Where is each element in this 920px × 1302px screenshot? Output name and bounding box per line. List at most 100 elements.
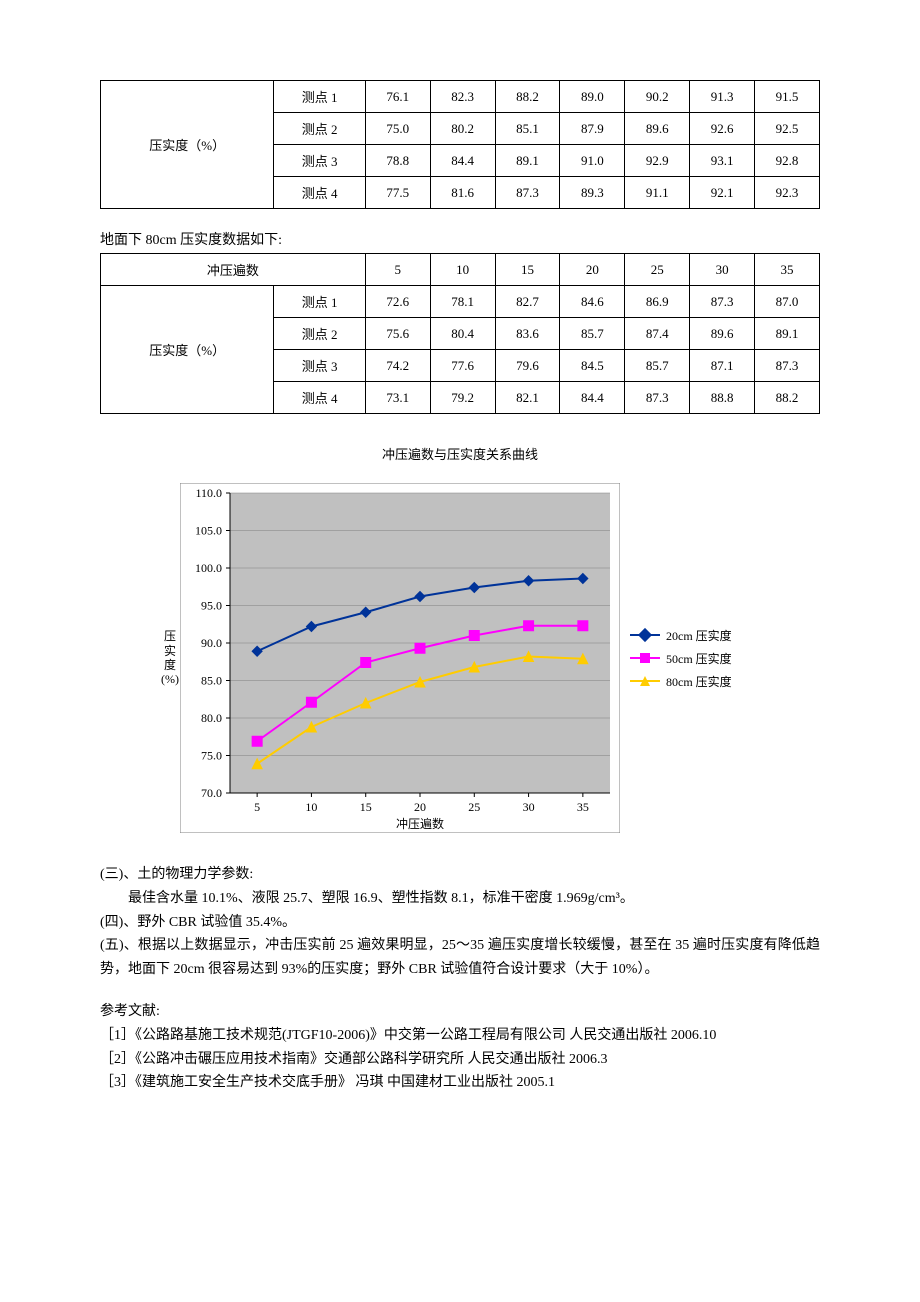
cell: 74.2: [365, 350, 430, 382]
header-cell: 25: [625, 254, 690, 286]
cell: 89.0: [560, 81, 625, 113]
legend-label: 80cm 压实度: [666, 673, 732, 690]
cell: 91.0: [560, 145, 625, 177]
legend-item: 50cm 压实度: [630, 650, 732, 667]
cell: 77.6: [430, 350, 495, 382]
row-label: 测点 3: [274, 350, 365, 382]
header-cell: 5: [365, 254, 430, 286]
cell: 87.9: [560, 113, 625, 145]
row-label: 测点 4: [274, 382, 365, 414]
cell: 92.6: [690, 113, 755, 145]
svg-text:110.0: 110.0: [195, 486, 222, 500]
cell: 85.1: [495, 113, 560, 145]
cell: 87.0: [755, 286, 820, 318]
cell: 86.9: [625, 286, 690, 318]
cell: 87.3: [690, 286, 755, 318]
cell: 84.4: [430, 145, 495, 177]
group-label: 压实度（%）: [101, 81, 274, 209]
table-50cm: 压实度（%） 测点 1 76.1 82.3 88.2 89.0 90.2 91.…: [100, 80, 820, 209]
header-cell: 15: [495, 254, 560, 286]
chart-legend: 20cm 压实度 50cm 压实度 80cm 压实度: [630, 621, 732, 696]
cell: 84.6: [560, 286, 625, 318]
cell: 89.6: [690, 318, 755, 350]
svg-text:30: 30: [523, 800, 535, 814]
cell: 88.8: [690, 382, 755, 414]
section-3-title: (三)、土的物理力学参数:: [100, 863, 820, 887]
cell: 92.9: [625, 145, 690, 177]
chart-plot: 70.075.080.085.090.095.0100.0105.0110.05…: [180, 483, 620, 833]
cell: 78.1: [430, 286, 495, 318]
row-label: 测点 3: [274, 145, 365, 177]
svg-text:70.0: 70.0: [201, 786, 222, 800]
references-title: 参考文献:: [100, 1000, 820, 1024]
header-cell: 30: [690, 254, 755, 286]
cell: 87.1: [690, 350, 755, 382]
svg-text:75.0: 75.0: [201, 749, 222, 763]
cell: 73.1: [365, 382, 430, 414]
cell: 92.8: [755, 145, 820, 177]
cell: 92.1: [690, 177, 755, 209]
table2-caption: 地面下 80cm 压实度数据如下:: [100, 229, 820, 249]
compaction-chart: 冲压遍数与压实度关系曲线 压 实 度 (%) 70.075.080.085.09…: [160, 444, 760, 833]
cell: 84.4: [560, 382, 625, 414]
svg-text:5: 5: [254, 800, 260, 814]
table-80cm: 冲压遍数 5 10 15 20 25 30 35 压实度（%） 测点 1 72.…: [100, 253, 820, 414]
legend-item: 20cm 压实度: [630, 627, 732, 644]
svg-text:95.0: 95.0: [201, 599, 222, 613]
cell: 89.6: [625, 113, 690, 145]
reference-item: ［1］《公路路基施工技术规范(JTGF10-2006)》中交第一公路工程局有限公…: [100, 1024, 820, 1048]
cell: 91.5: [755, 81, 820, 113]
cell: 83.6: [495, 318, 560, 350]
cell: 89.1: [755, 318, 820, 350]
cell: 78.8: [365, 145, 430, 177]
cell: 76.1: [365, 81, 430, 113]
header-cell: 20: [560, 254, 625, 286]
legend-item: 80cm 压实度: [630, 673, 732, 690]
cell: 87.4: [625, 318, 690, 350]
row-label: 测点 2: [274, 113, 365, 145]
header-cell: 35: [755, 254, 820, 286]
cell: 84.5: [560, 350, 625, 382]
svg-text:15: 15: [360, 800, 372, 814]
cell: 82.1: [495, 382, 560, 414]
cell: 77.5: [365, 177, 430, 209]
cell: 89.3: [560, 177, 625, 209]
svg-text:85.0: 85.0: [201, 674, 222, 688]
svg-text:10: 10: [305, 800, 317, 814]
cell: 92.3: [755, 177, 820, 209]
row-label: 测点 4: [274, 177, 365, 209]
cell: 92.5: [755, 113, 820, 145]
svg-text:20: 20: [414, 800, 426, 814]
cell: 87.3: [495, 177, 560, 209]
svg-text:105.0: 105.0: [195, 524, 222, 538]
cell: 80.4: [430, 318, 495, 350]
cell: 91.3: [690, 81, 755, 113]
cell: 87.3: [755, 350, 820, 382]
cell: 80.2: [430, 113, 495, 145]
svg-text:冲压遍数: 冲压遍数: [396, 816, 444, 831]
cell: 87.3: [625, 382, 690, 414]
chart-ylabel: 压 实 度 (%): [160, 629, 180, 687]
cell: 82.3: [430, 81, 495, 113]
body-text: (三)、土的物理力学参数: 最佳含水量 10.1%、液限 25.7、塑限 16.…: [100, 863, 820, 1095]
svg-text:100.0: 100.0: [195, 561, 222, 575]
svg-text:80.0: 80.0: [201, 711, 222, 725]
cell: 90.2: [625, 81, 690, 113]
section-3-body: 最佳含水量 10.1%、液限 25.7、塑限 16.9、塑性指数 8.1，标准干…: [100, 887, 820, 911]
legend-label: 20cm 压实度: [666, 627, 732, 644]
svg-text:25: 25: [468, 800, 480, 814]
cell: 93.1: [690, 145, 755, 177]
reference-item: ［2］《公路冲击碾压应用技术指南》交通部公路科学研究所 人民交通出版社 2006…: [100, 1048, 820, 1072]
reference-item: ［3］《建筑施工安全生产技术交底手册》 冯琪 中国建材工业出版社 2005.1: [100, 1071, 820, 1095]
group-label: 压实度（%）: [101, 286, 274, 414]
legend-label: 50cm 压实度: [666, 650, 732, 667]
row-label: 测点 2: [274, 318, 365, 350]
cell: 75.0: [365, 113, 430, 145]
cell: 85.7: [625, 350, 690, 382]
cell: 79.2: [430, 382, 495, 414]
header-cell: 10: [430, 254, 495, 286]
cell: 91.1: [625, 177, 690, 209]
cell: 89.1: [495, 145, 560, 177]
cell: 72.6: [365, 286, 430, 318]
row-label: 测点 1: [274, 81, 365, 113]
